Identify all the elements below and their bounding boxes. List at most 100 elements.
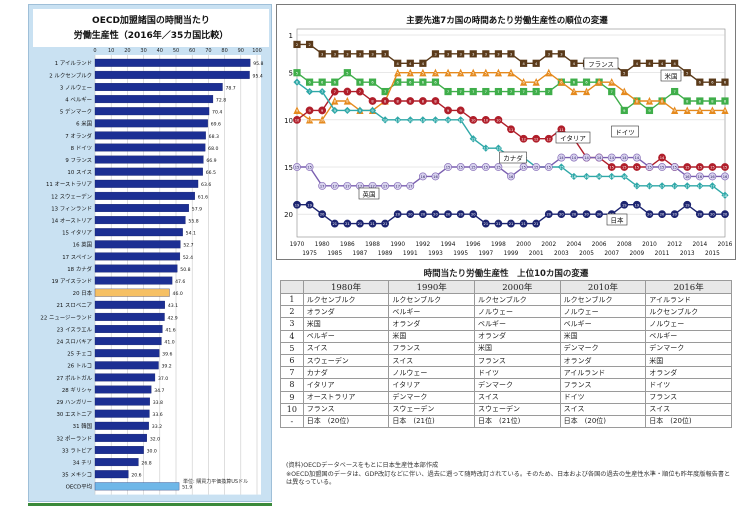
point-rank-label: 7	[585, 90, 587, 94]
point-rank-label: 16	[421, 175, 426, 179]
point-rank-label: 2	[296, 43, 298, 47]
point-rank-label: 8	[384, 100, 387, 104]
series-point	[481, 115, 490, 124]
value-label: 63.6	[201, 182, 211, 188]
point-rank-label: 3	[510, 52, 512, 56]
point-rank-label: 9	[296, 109, 299, 113]
point-rank-label: 8	[422, 100, 425, 104]
series-point	[431, 116, 440, 124]
bar	[94, 252, 181, 261]
country-cell: ベルギー	[388, 305, 476, 319]
category-label: 22 ニュージーランド	[40, 314, 92, 321]
point-rank-label: 16	[572, 175, 577, 179]
series-point	[683, 163, 692, 171]
series-point	[695, 210, 704, 219]
series-point	[330, 219, 339, 228]
point-rank-label: 17	[660, 184, 665, 188]
x-tick-label: 1999	[504, 251, 519, 257]
point-rank-label: 10	[408, 118, 413, 122]
point-rank-label: 17	[358, 184, 363, 188]
point-rank-label: 15	[622, 166, 627, 170]
plot-area	[95, 55, 261, 495]
x-tick-label: 60	[189, 48, 195, 54]
point-rank-label: 16	[433, 175, 438, 179]
series-point	[456, 163, 465, 171]
point-rank-label: 4	[409, 62, 412, 66]
series-point	[595, 172, 603, 181]
series-point	[330, 87, 339, 96]
series-point	[318, 210, 327, 219]
bar	[94, 397, 150, 406]
point-rank-label: 4	[573, 62, 576, 66]
series-point	[570, 59, 578, 67]
value-label: 55.8	[188, 219, 198, 225]
country-cell: デンマーク	[559, 341, 647, 355]
series-point	[356, 219, 364, 228]
series-point	[494, 50, 503, 58]
table-corner-cell	[280, 280, 304, 294]
point-rank-label: 9	[334, 109, 337, 113]
series-point	[519, 219, 528, 228]
series-point	[293, 115, 301, 124]
series-point	[318, 78, 326, 86]
chart-title: 主要先進7カ国の時間あたり労働生産性の順位の変遷	[406, 15, 608, 26]
value-label: 78.7	[225, 85, 235, 91]
x-tick-label: 90	[238, 48, 244, 54]
series-point	[356, 50, 364, 58]
point-rank-label: 6	[359, 81, 362, 85]
point-rank-label: 7	[623, 90, 625, 94]
country-cell: 日本 (20位)	[559, 414, 647, 429]
series-point	[608, 87, 616, 96]
point-rank-label: 16	[509, 175, 514, 179]
bar	[94, 470, 129, 479]
point-rank-label: 6	[535, 81, 538, 85]
point-rank-label: 20	[433, 213, 438, 217]
series-point	[708, 97, 717, 105]
category-label: 2 ルクセンブルク	[49, 71, 92, 79]
rank-number-cell: 3	[280, 317, 304, 331]
bar	[94, 349, 160, 358]
bar	[94, 361, 159, 370]
x-tick-label: 2014	[692, 242, 707, 248]
series-point	[595, 78, 603, 86]
bar	[94, 228, 183, 237]
series-point	[607, 153, 616, 162]
point-rank-label: 21	[484, 222, 489, 226]
y-tick-label: 15	[284, 164, 293, 172]
series-point	[406, 59, 414, 67]
point-rank-label: 6	[296, 81, 299, 85]
point-rank-label: 9	[447, 109, 450, 113]
value-label: 54.1	[186, 231, 196, 237]
point-rank-label: 17	[685, 184, 690, 188]
point-rank-label: 16	[584, 175, 589, 179]
point-rank-label: 21	[345, 222, 350, 226]
series-point	[469, 68, 477, 77]
point-rank-label: 16	[723, 175, 728, 179]
series-point	[456, 210, 465, 219]
series-point	[393, 210, 402, 219]
series-point	[695, 163, 704, 171]
country-cell: スイス	[645, 402, 732, 416]
point-rank-label: 6	[711, 81, 714, 85]
series-point	[431, 68, 440, 77]
bar	[94, 421, 149, 430]
point-rank-label: 6	[598, 81, 601, 85]
series-point	[331, 96, 339, 105]
series-point	[419, 78, 427, 86]
chart-title-box	[33, 9, 269, 47]
country-cell: ノルウェー	[559, 305, 647, 319]
series-point	[683, 182, 691, 190]
series-point	[482, 87, 490, 96]
bar	[94, 385, 152, 394]
x-tick-label: 1980	[315, 242, 330, 248]
series-point	[696, 97, 704, 105]
x-tick-label: 1992	[415, 242, 430, 248]
point-rank-label: 9	[371, 109, 374, 113]
series-point	[305, 200, 314, 209]
point-rank-label: 3	[434, 52, 436, 56]
category-label: 8 ドイツ	[71, 146, 92, 152]
point-rank-label: 13	[496, 147, 501, 151]
series-point	[305, 40, 314, 49]
point-rank-label: 6	[699, 81, 702, 85]
